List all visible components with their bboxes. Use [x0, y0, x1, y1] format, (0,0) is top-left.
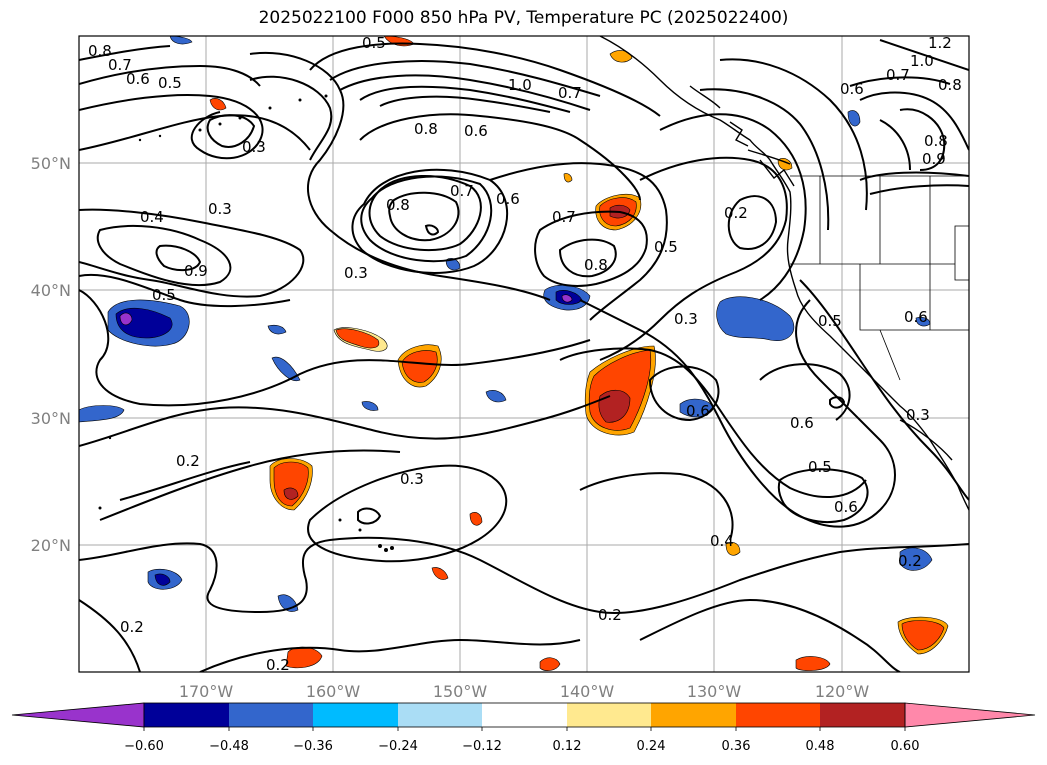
lat-label: 20°N [31, 536, 71, 555]
contour-label: 0.2 [724, 204, 748, 222]
colorbar-tick-label: −0.36 [293, 739, 333, 754]
contour-label: 0.7 [450, 182, 474, 200]
map-frame [78, 35, 970, 673]
lon-label: 170°W [179, 682, 234, 701]
contour-label: 0.5 [818, 312, 842, 330]
contour-label: 1.2 [928, 34, 952, 52]
colorbar-tick-label: 0.48 [806, 739, 835, 754]
colorbar-tick-label: −0.60 [124, 739, 164, 754]
contour-label: 0.4 [710, 532, 734, 550]
colorbar-tick-label: 0.24 [637, 739, 666, 754]
contour-label: 0.2 [120, 618, 144, 636]
contour-label: 0.8 [938, 76, 962, 94]
lat-axis-labels: 50°N 40°N 30°N 20°N [31, 154, 71, 555]
contour-label: 0.8 [924, 132, 948, 150]
colorbar: −0.60 −0.48 −0.36 −0.24 −0.12 0.12 0.24 … [11, 702, 1036, 754]
contour-label: 0.3 [906, 406, 930, 424]
contour-label: 0.6 [840, 80, 864, 98]
contour-label: 0.6 [834, 498, 858, 516]
contour-label: 0.6 [496, 190, 520, 208]
contour-label: 0.7 [552, 208, 576, 226]
contour-label: 1.0 [910, 52, 934, 70]
coastlines [599, 36, 969, 511]
colorbar-segment [904, 702, 1036, 728]
lon-label: 140°W [560, 682, 615, 701]
colorbar-tick-label: 0.60 [891, 739, 920, 754]
temperature-shading [79, 36, 949, 671]
colorbar-segment [567, 703, 651, 727]
contour-label: 0.6 [686, 402, 710, 420]
contour-label: 0.6 [904, 308, 928, 326]
contour-label: 0.2 [266, 656, 290, 674]
contour-label: 0.6 [126, 70, 150, 88]
colorbar-ticks [143, 727, 906, 731]
contour-label: 0.7 [886, 66, 910, 84]
contour-label: 0.3 [400, 470, 424, 488]
colorbar-segment [11, 702, 145, 728]
contour-label: 0.7 [558, 84, 582, 102]
contour-label: 0.8 [584, 256, 608, 274]
contour-label: 1.0 [508, 76, 532, 94]
contour-label: 0.8 [414, 120, 438, 138]
contour-label: 0.6 [464, 122, 488, 140]
contour-label: 0.2 [176, 452, 200, 470]
lat-label: 50°N [31, 154, 71, 173]
contour-label: 0.4 [140, 208, 164, 226]
contour-label: 0.9 [184, 262, 208, 280]
colorbar-segment [144, 703, 229, 727]
contour-label: 0.3 [674, 310, 698, 328]
map-area [79, 36, 969, 672]
lon-label: 160°W [306, 682, 361, 701]
colorbar-tick-label: −0.48 [209, 739, 249, 754]
contour-label: 0.2 [598, 606, 622, 624]
contour-label: 0.8 [88, 42, 112, 60]
colorbar-tick-label: 0.36 [722, 739, 751, 754]
contour-label: 0.5 [654, 238, 678, 256]
lon-label: 120°W [815, 682, 870, 701]
contour-label: 0.7 [108, 56, 132, 74]
lat-label: 40°N [31, 281, 71, 300]
contour-label-layer: 0.8 0.7 0.6 0.5 0.3 0.5 1.0 0.7 0.8 0.6 … [88, 34, 962, 674]
colorbar-segment [229, 703, 313, 727]
contour-label: 0.8 [386, 196, 410, 214]
contour-label: 0.9 [922, 150, 946, 168]
colorbar-tick-label: −0.12 [462, 739, 502, 754]
colorbar-segment [820, 703, 905, 727]
contour-label: 0.2 [898, 552, 922, 570]
contour-label: 0.5 [152, 286, 176, 304]
colorbar-segment [313, 703, 398, 727]
colorbar-tick-label: 0.12 [553, 739, 582, 754]
colorbar-segment [398, 703, 482, 727]
pv-contours [79, 39, 969, 672]
lon-axis-labels: 170°W 160°W 150°W 140°W 130°W 120°W [179, 682, 870, 701]
lon-label: 130°W [687, 682, 742, 701]
contour-label: 0.3 [208, 200, 232, 218]
contour-label: 0.3 [242, 138, 266, 156]
borders [790, 175, 969, 381]
lat-label: 30°N [31, 409, 71, 428]
lon-label: 150°W [433, 682, 488, 701]
gridlines [79, 36, 969, 672]
contour-label: 0.5 [808, 458, 832, 476]
colorbar-segment [651, 703, 736, 727]
colorbar-segment [736, 703, 820, 727]
colorbar-segment [482, 703, 567, 727]
contour-label: 0.5 [158, 74, 182, 92]
colorbar-frame [143, 702, 906, 728]
map-title: 2025022100 F000 850 hPa PV, Temperature … [258, 8, 789, 28]
islands [98, 94, 394, 552]
colorbar-tick-label: −0.24 [378, 739, 418, 754]
contour-label: 0.3 [344, 264, 368, 282]
contour-label: 0.6 [790, 414, 814, 432]
contour-label: 0.5 [362, 34, 386, 52]
